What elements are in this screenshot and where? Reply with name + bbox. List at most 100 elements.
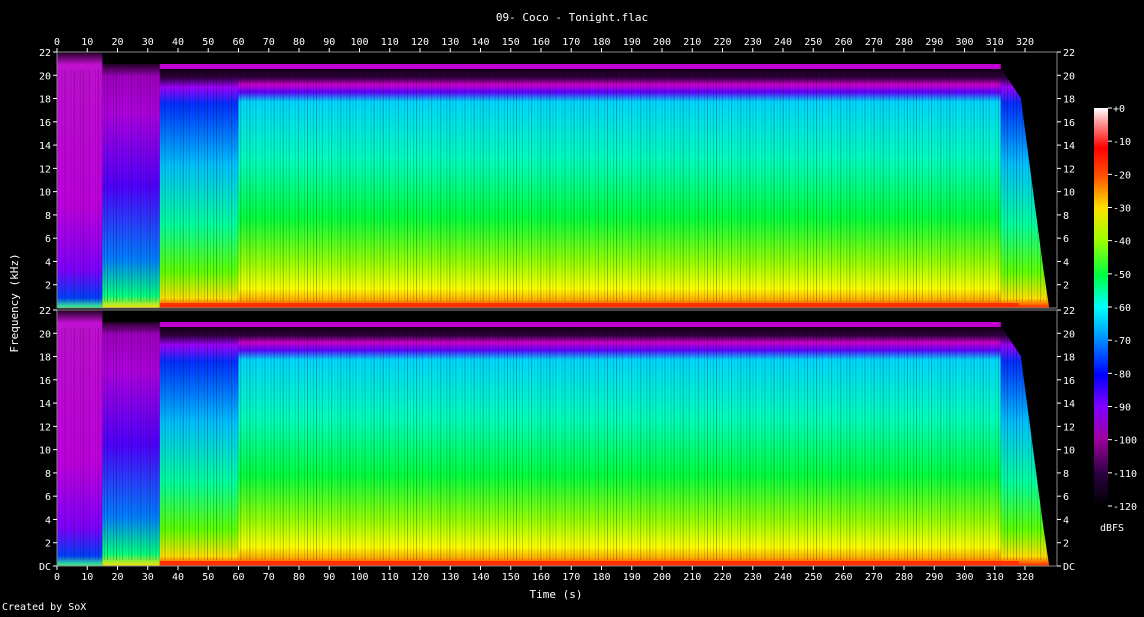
y-tick-label-left: 14 (39, 141, 51, 152)
x-tick-label-bottom: 260 (834, 572, 852, 583)
x-tick: 200 200 (653, 37, 671, 583)
y-tick-label-left: 8 (45, 211, 51, 222)
x-tick-label-bottom: 220 (713, 572, 731, 583)
x-tick-label-top: 150 (502, 37, 520, 48)
segment-intro-quiet (57, 310, 103, 566)
colorbar-gradient (1094, 108, 1108, 506)
x-tick-label-bottom: 300 (955, 572, 973, 583)
x-tick-label-bottom: 80 (293, 572, 305, 583)
x-tick-label-bottom: 70 (263, 572, 275, 583)
y-tick: 14 14 (39, 399, 1075, 410)
x-tick-label-bottom: 120 (411, 572, 429, 583)
segment-fade-out (1000, 68, 1050, 308)
low-frequency-band (159, 303, 1019, 307)
y-tick-label-right: 18 (1063, 353, 1075, 364)
y-tick-label-left: 20 (39, 329, 51, 340)
x-tick-label-bottom: 0 (54, 572, 60, 583)
x-tick-label-top: 200 (653, 37, 671, 48)
x-tick-label-top: 190 (623, 37, 641, 48)
colorbar-tick-label: +0 (1113, 104, 1125, 115)
x-tick-label-bottom: 130 (441, 572, 459, 583)
x-tick-label-top: 270 (865, 37, 883, 48)
x-tick-label-top: 90 (323, 37, 335, 48)
x-tick-label-top: 60 (232, 37, 244, 48)
y-tick-label-right: 2 (1063, 281, 1069, 292)
y-tick-label-right: 14 (1063, 141, 1075, 152)
x-tick-label-top: 70 (263, 37, 275, 48)
low-frequency-band (159, 561, 1019, 565)
x-tick: 130 130 (441, 37, 459, 583)
x-tick-label-bottom: 250 (804, 572, 822, 583)
colorbar-tick-label: -40 (1113, 237, 1131, 248)
x-tick: 110 110 (381, 37, 399, 583)
x-tick: 230 230 (744, 37, 762, 583)
y-tick-label-left: 16 (39, 376, 51, 387)
x-axis-label: Time (s) (530, 588, 583, 601)
x-tick-label-top: 110 (381, 37, 399, 48)
x-tick: 30 30 (142, 37, 154, 583)
x-tick-label-top: 320 (1016, 37, 1034, 48)
x-tick: 180 180 (592, 37, 610, 583)
x-tick: 300 300 (955, 37, 973, 583)
x-tick-label-bottom: 50 (202, 572, 214, 583)
x-tick: 120 120 (411, 37, 429, 583)
segment-fade-out (1000, 326, 1050, 566)
x-tick-label-bottom: 210 (683, 572, 701, 583)
colorbar-tick-label: -100 (1113, 436, 1137, 447)
x-tick: 240 240 (774, 37, 792, 583)
x-tick-label-top: 120 (411, 37, 429, 48)
x-tick: 50 50 (202, 37, 214, 583)
x-tick-label-top: 240 (774, 37, 792, 48)
x-tick-label-bottom: 90 (323, 572, 335, 583)
x-tick: 90 90 (323, 37, 335, 583)
x-tick-label-top: 250 (804, 37, 822, 48)
x-tick-label-top: 160 (532, 37, 550, 48)
y-tick-label-right: 2 (1063, 539, 1069, 550)
x-tick-label-top: 0 (54, 37, 60, 48)
y-tick: 16 16 (39, 376, 1075, 387)
panel-frame (56, 309, 1058, 567)
colorbar-tick-label: -90 (1113, 403, 1131, 414)
x-tick-label-bottom: 170 (562, 572, 580, 583)
x-tick: 160 160 (532, 37, 550, 583)
x-tick-label-top: 80 (293, 37, 305, 48)
x-tick: 310 310 (986, 37, 1004, 583)
colorbar: +0 -10 -20 -30 -40 -50 -60 -70 -80 -90 -100 -110 -12… (1094, 104, 1137, 534)
y-tick-label-left: 16 (39, 118, 51, 129)
y-tick-label-right: 16 (1063, 118, 1075, 129)
y-tick-label-right: 10 (1063, 446, 1075, 457)
x-tick: 320 320 (1016, 37, 1034, 583)
x-tick-label-bottom: 40 (172, 572, 184, 583)
y-tick-label-right: 22 (1063, 306, 1075, 317)
x-tick: 190 190 (623, 37, 641, 583)
y-tick-label-left: 6 (45, 492, 51, 503)
y-axis-label: Frequency (kHz) (8, 253, 21, 352)
y-tick-label-right: 14 (1063, 399, 1075, 410)
y-tick-label-left: 10 (39, 446, 51, 457)
y-tick-label-left: 2 (45, 539, 51, 550)
x-tick-label-top: 20 (111, 37, 123, 48)
x-tick: 290 290 (925, 37, 943, 583)
colorbar-tick-label: -50 (1113, 270, 1131, 281)
y-tick-label-right: 16 (1063, 376, 1075, 387)
y-tick-label-right: 12 (1063, 164, 1075, 175)
y-tick-label-right: DC (1063, 562, 1075, 573)
y-tick-label-right: 8 (1063, 469, 1069, 480)
colorbar-tick-label: -30 (1113, 204, 1131, 215)
segment-main-body (238, 326, 1001, 566)
x-tick-label-bottom: 100 (350, 572, 368, 583)
cutoff-band (159, 322, 1001, 327)
x-tick-label-top: 140 (471, 37, 489, 48)
y-tick-label-right: 4 (1063, 257, 1069, 268)
x-tick: 100 100 (350, 37, 368, 583)
x-tick-label-bottom: 200 (653, 572, 671, 583)
y-tick: 12 12 (39, 422, 1075, 433)
segment-build-up (159, 326, 239, 566)
x-tick-label-bottom: 110 (381, 572, 399, 583)
y-tick: 22 22 (39, 306, 1075, 317)
x-tick-label-bottom: 160 (532, 572, 550, 583)
